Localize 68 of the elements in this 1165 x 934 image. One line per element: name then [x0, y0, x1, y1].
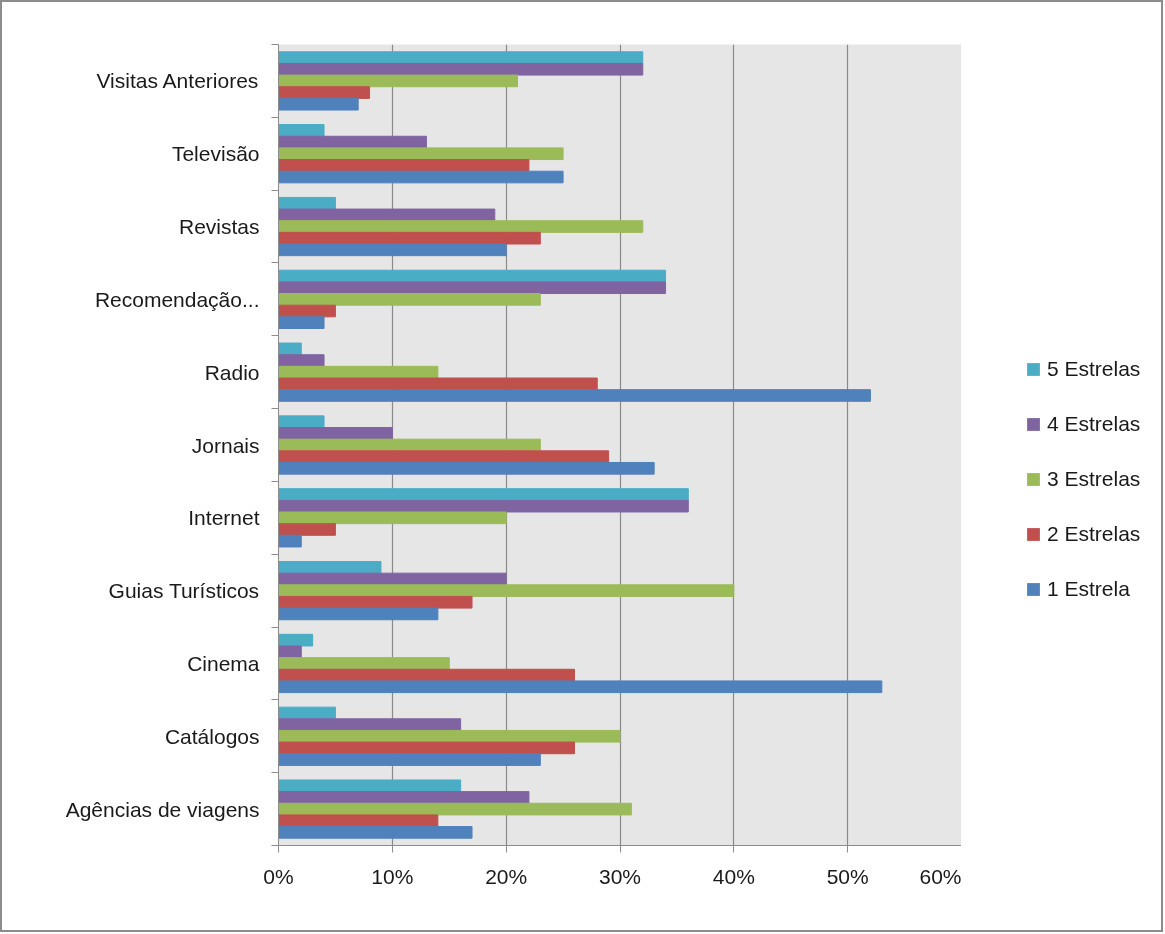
y-tick-label: Revistas	[178, 215, 260, 239]
legend-label: 5 Estrelas	[1047, 356, 1141, 381]
bar	[278, 523, 336, 536]
bar	[278, 62, 644, 76]
bar	[278, 561, 382, 574]
bar	[278, 86, 371, 99]
bar	[278, 147, 564, 161]
bar	[278, 316, 325, 329]
bar	[278, 511, 507, 525]
legend-label: 1 Estrela	[1047, 576, 1130, 601]
bar	[278, 293, 541, 306]
x-tick-label: 40%	[712, 864, 755, 888]
x-tick-label: 30%	[598, 864, 642, 888]
y-tick-label: Recomendação...	[94, 287, 260, 311]
bar	[278, 584, 735, 597]
bar	[278, 97, 359, 111]
bar	[278, 354, 325, 367]
bar	[278, 741, 575, 755]
x-tick-label: 10%	[371, 864, 414, 888]
bar	[278, 499, 689, 513]
bar	[278, 534, 302, 548]
x-tick-label: 50%	[826, 864, 869, 888]
y-tick-label: Agências de viagens	[65, 797, 260, 821]
x-tick-label: 60%	[919, 864, 962, 888]
bar	[278, 243, 507, 257]
bar	[278, 779, 462, 793]
x-tick-label: 20%	[485, 864, 528, 888]
bar	[278, 159, 530, 172]
bar	[278, 718, 462, 731]
bar	[278, 706, 336, 720]
y-tick-label: Catálogos	[164, 724, 260, 748]
y-tick-label: Visitas Anteriores	[96, 69, 259, 93]
bar	[278, 814, 439, 828]
bar	[278, 633, 314, 647]
bar	[278, 461, 655, 475]
bar	[278, 389, 871, 402]
bar	[278, 607, 439, 621]
bar	[278, 170, 564, 184]
bar	[278, 791, 530, 804]
bar	[278, 415, 325, 429]
legend-label: 4 Estrelas	[1047, 411, 1141, 436]
y-tick-label: Guias Turísticos	[108, 579, 260, 603]
legend-label: 3 Estrelas	[1047, 466, 1141, 491]
bar	[278, 51, 644, 64]
bar	[278, 427, 393, 440]
x-tick-label: 0%	[263, 864, 294, 888]
bar	[278, 680, 883, 694]
y-tick-label: Cinema	[187, 651, 260, 675]
legend-label: 2 Estrelas	[1047, 521, 1141, 546]
bar	[278, 826, 473, 839]
bar	[278, 377, 598, 391]
bar	[278, 342, 302, 356]
y-tick-label: Internet	[188, 506, 260, 530]
bar	[278, 124, 325, 137]
bar	[278, 657, 450, 670]
bar	[278, 220, 644, 233]
bar	[278, 802, 632, 816]
bar	[278, 450, 610, 463]
bar	[278, 595, 473, 609]
bar	[278, 753, 541, 766]
bar	[278, 645, 302, 659]
y-tick-label: Jornais	[191, 433, 260, 457]
bar	[278, 74, 519, 88]
y-tick-label: Radio	[204, 360, 260, 384]
bar	[278, 208, 496, 222]
bar	[278, 488, 689, 501]
y-tick-label: Televisão	[171, 142, 260, 166]
bar	[278, 281, 667, 295]
